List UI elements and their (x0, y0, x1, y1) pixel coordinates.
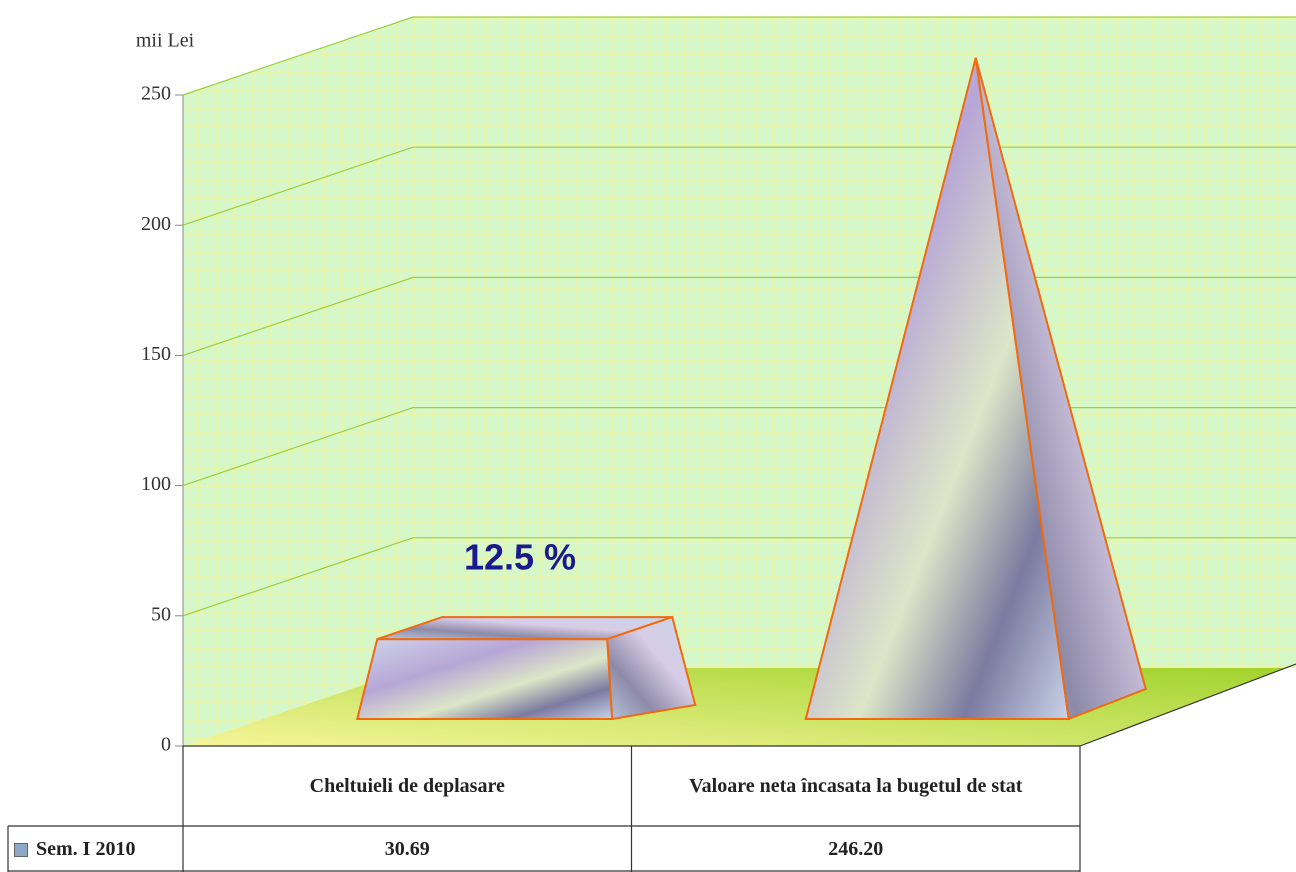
box-side (606, 615, 697, 721)
y-axis-label: mii Lei (136, 30, 195, 52)
pyramid-side (974, 57, 1147, 721)
legend-label: Sem. I 2010 (36, 838, 136, 860)
annotation: 12.5 % (464, 537, 576, 578)
y-tick-label: 200 (141, 213, 171, 235)
grid-line (182, 16, 1296, 96)
pyramid (804, 57, 1147, 721)
category-label: Valoare neta încasata la bugetul de stat (689, 775, 1023, 797)
y-tick-label: 150 (141, 343, 171, 365)
category-label: Cheltuieli de deplasare (309, 775, 505, 797)
y-tick-label: 100 (141, 473, 171, 495)
y-tick-label: 250 (141, 83, 171, 105)
box-front (355, 638, 614, 720)
legend-swatch (14, 843, 28, 857)
grid-line (182, 146, 1296, 226)
side-wall (183, 17, 413, 746)
table-line (1079, 663, 1296, 747)
y-tick-label: 50 (151, 603, 171, 625)
box (355, 615, 697, 721)
value-label: 30.69 (384, 838, 430, 860)
y-tick-label: 0 (161, 734, 171, 756)
value-label: 246.20 (828, 838, 884, 860)
